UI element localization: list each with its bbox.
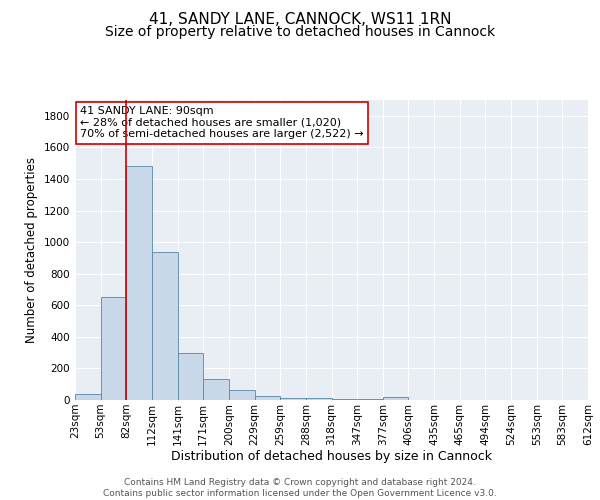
- X-axis label: Distribution of detached houses by size in Cannock: Distribution of detached houses by size …: [171, 450, 492, 464]
- Bar: [383, 397, 409, 400]
- Bar: [357, 399, 383, 400]
- Bar: [203, 380, 229, 400]
- Bar: [280, 398, 306, 400]
- Bar: [331, 399, 357, 400]
- Text: Size of property relative to detached houses in Cannock: Size of property relative to detached ho…: [105, 25, 495, 39]
- Bar: [101, 298, 127, 400]
- Bar: [229, 390, 254, 400]
- Bar: [127, 166, 152, 400]
- Y-axis label: Number of detached properties: Number of detached properties: [25, 157, 38, 343]
- Bar: [254, 396, 280, 400]
- Text: 41 SANDY LANE: 90sqm
← 28% of detached houses are smaller (1,020)
70% of semi-de: 41 SANDY LANE: 90sqm ← 28% of detached h…: [80, 106, 364, 139]
- Bar: [75, 394, 101, 400]
- Bar: [152, 252, 178, 400]
- Bar: [306, 398, 331, 400]
- Text: Contains HM Land Registry data © Crown copyright and database right 2024.
Contai: Contains HM Land Registry data © Crown c…: [103, 478, 497, 498]
- Bar: [178, 354, 203, 400]
- Text: 41, SANDY LANE, CANNOCK, WS11 1RN: 41, SANDY LANE, CANNOCK, WS11 1RN: [149, 12, 451, 28]
